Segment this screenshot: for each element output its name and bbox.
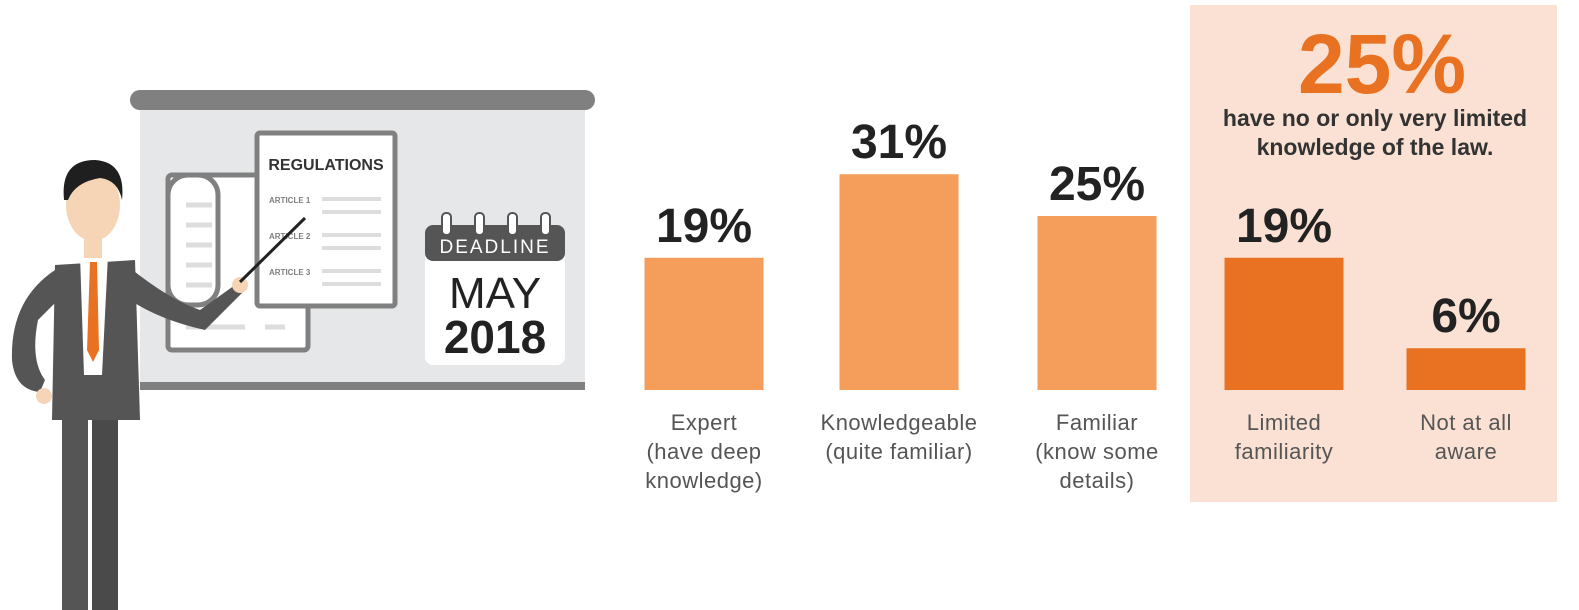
document-title: REGULATIONS bbox=[268, 157, 384, 174]
article-label: ARTICLE 1 bbox=[269, 196, 311, 205]
callout-text-box: have no or only very limited knowledge o… bbox=[1222, 105, 1528, 160]
category-label: Limited familiarity bbox=[1234, 410, 1334, 464]
article-label: ARTICLE 3 bbox=[269, 268, 311, 277]
callout-headline: 25% bbox=[1298, 17, 1466, 111]
category-label: Familiar (know some details) bbox=[1035, 410, 1159, 493]
calendar-month: MAY bbox=[449, 269, 541, 318]
document-front bbox=[254, 130, 398, 309]
bar bbox=[644, 257, 764, 390]
callout-text: have no or only very limited knowledge o… bbox=[1222, 105, 1528, 160]
board-top bbox=[130, 90, 595, 110]
bar bbox=[1224, 257, 1344, 390]
article-label: ARTICLE 2 bbox=[269, 232, 311, 241]
value-label: 19% bbox=[1236, 200, 1332, 253]
value-label: 31% bbox=[851, 116, 947, 169]
category-label: Not at all aware bbox=[1420, 410, 1512, 464]
category-label: Expert (have deep knowledge) bbox=[645, 410, 763, 493]
value-label: 6% bbox=[1431, 290, 1500, 343]
bar bbox=[1037, 216, 1157, 390]
value-label: 25% bbox=[1049, 158, 1145, 211]
bar bbox=[1406, 348, 1526, 390]
calendar-rings bbox=[441, 212, 551, 236]
bar bbox=[839, 174, 959, 390]
calendar-year: 2018 bbox=[444, 311, 546, 363]
calendar-header-bar bbox=[425, 225, 565, 261]
doc-lines bbox=[186, 202, 285, 330]
value-label: 19% bbox=[656, 200, 752, 253]
calendar-header: DEADLINE bbox=[439, 237, 550, 258]
board-bottom bbox=[140, 382, 585, 390]
presenter bbox=[11, 160, 307, 610]
category-label: Knowledgeable (quite familiar) bbox=[820, 410, 978, 464]
callout-box bbox=[1190, 5, 1557, 502]
